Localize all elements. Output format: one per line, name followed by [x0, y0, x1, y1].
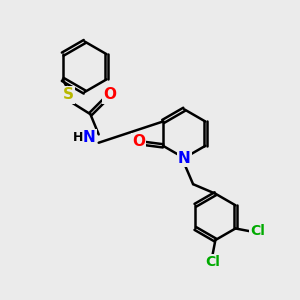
Text: Cl: Cl	[205, 255, 220, 269]
Text: N: N	[83, 130, 96, 145]
Text: H: H	[73, 131, 83, 144]
Text: S: S	[63, 87, 74, 102]
Text: N: N	[178, 151, 190, 166]
Text: O: O	[132, 134, 145, 149]
Text: Cl: Cl	[250, 224, 265, 239]
Text: O: O	[103, 87, 116, 102]
